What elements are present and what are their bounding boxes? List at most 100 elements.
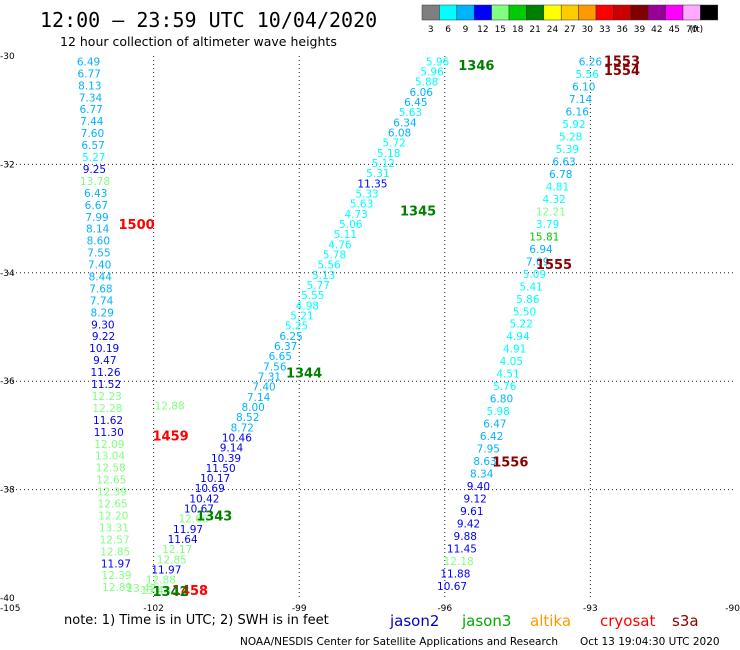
wave-height-value: 9.88 [454, 531, 477, 543]
wave-height-value: 13.31 [99, 522, 129, 534]
wave-height-value: 5.92 [562, 119, 585, 131]
wave-height-value: 5.77 [307, 280, 330, 292]
pass-time-label: 1345 [400, 204, 436, 219]
footer-timestamp: Oct 13 19:04:30 UTC 2020 [580, 636, 720, 648]
wave-height-value: 7.14 [569, 94, 593, 106]
wave-height-value: 12.88 [146, 575, 176, 587]
wave-height-value: 5.06 [339, 219, 363, 231]
wave-height-value: 5.72 [382, 138, 405, 150]
wave-height-value: 5.18 [377, 148, 400, 160]
satellite-jason2: jason2 [389, 612, 439, 630]
wave-height-value: 4.76 [328, 239, 352, 251]
wave-height-value: 10.19 [89, 343, 119, 355]
pass-time-label: 1459 [152, 429, 188, 444]
wave-height-value: 11.52 [91, 379, 121, 391]
wave-height-value: 6.67 [85, 200, 108, 212]
scale-label: 42 [651, 25, 662, 35]
wave-height-value: 8.52 [236, 412, 259, 424]
wave-height-value: 6.37 [274, 341, 297, 353]
wave-height-value: 12.85 [157, 554, 187, 566]
x-tick-label: -102 [143, 604, 163, 614]
footer-credit: NOAA/NESDIS Center for Satellite Applica… [240, 636, 558, 648]
wave-height-value: 4.94 [506, 331, 530, 343]
wave-height-value: 10.42 [189, 493, 219, 505]
scale-swatch [456, 4, 475, 21]
wave-height-value: 6.10 [572, 81, 595, 93]
wave-height-value: 5.25 [285, 321, 308, 333]
wave-height-value: 9.47 [93, 355, 116, 367]
wave-height-value: 7.34 [79, 92, 103, 104]
wave-height-value: 12.39 [97, 487, 127, 499]
wave-height-value: 5.21 [290, 310, 313, 322]
wave-height-value: 8.72 [231, 422, 254, 434]
wave-height-value: 4.91 [503, 344, 526, 356]
wave-height-value: 12.85 [100, 546, 130, 558]
wave-height-value: 7.40 [88, 260, 111, 272]
wave-height-value: 10.46 [222, 432, 252, 444]
wave-height-value: 8.63 [473, 456, 496, 468]
wave-height-value: 5.31 [366, 168, 389, 180]
wave-height-value: 7.56 [263, 361, 287, 373]
wave-height-value: 5.12 [372, 158, 395, 170]
x-tick-label: -105 [0, 604, 20, 614]
wave-height-value: 7.68 [89, 283, 112, 295]
wave-height-value: 5.39 [556, 144, 579, 156]
pass-time-label: 1342 [152, 585, 188, 600]
x-tick-label: -96 [437, 604, 452, 614]
wave-height-value: 10.69 [195, 483, 225, 495]
wave-height-value: 6.65 [269, 351, 292, 363]
wave-height-value: 6.34 [393, 117, 417, 129]
wave-height-value: 5.98 [486, 406, 509, 418]
wave-height-value: 6.08 [388, 128, 411, 140]
pass-time-label: 1500 [119, 218, 155, 233]
scale-label: 21 [529, 25, 540, 35]
wave-height-value: 9.30 [91, 319, 114, 331]
wave-height-value: 10.17 [200, 473, 230, 485]
wave-height-value: 8.44 [89, 271, 113, 283]
wave-height-value: 12.39 [102, 570, 132, 582]
wave-height-value: 5.63 [350, 199, 373, 211]
scale-label: 9 [463, 25, 469, 35]
scale-label: 70 [686, 25, 698, 35]
scale-swatch [700, 4, 719, 21]
wave-height-value: 6.94 [529, 244, 553, 256]
wave-height-value: 5.96 [426, 56, 450, 68]
wave-height-value: 5.11 [334, 229, 357, 241]
wave-height-value: 4.32 [542, 194, 565, 206]
pass-time-label: 1344 [286, 367, 322, 382]
wave-height-value: 9.42 [457, 519, 480, 531]
wave-height-value: 6.77 [78, 68, 101, 80]
scale-swatch [630, 4, 649, 21]
color-scale-legend: 3 6 9 12 15 18 21 24 27 30 33 36 39 42 45 70(ft) [421, 4, 719, 35]
wave-height-value: 6.80 [490, 394, 513, 406]
scale-label: 33 [599, 25, 610, 35]
wave-height-value: 6.77 [79, 104, 102, 116]
wave-height-value: 6.06 [410, 87, 434, 99]
wave-height-value: 5.86 [516, 294, 540, 306]
wave-height-tracks: 6.496.778.137.346.777.447.606.575.279.25… [77, 56, 603, 596]
wave-height-value: 7.44 [80, 116, 104, 128]
wave-height-value: 9.25 [83, 164, 106, 176]
scale-label: 18 [512, 25, 524, 35]
pass-time-label: 1458 [172, 584, 208, 599]
satellite-jason3: jason3 [461, 612, 511, 630]
wave-height-value: 12.28 [92, 403, 122, 415]
wave-height-value: 5.41 [519, 281, 542, 293]
page-subtitle: 12 hour collection of altimeter wave hei… [60, 34, 337, 49]
wave-height-value: 5.56 [317, 260, 341, 272]
scale-label: 24 [547, 25, 559, 35]
wave-height-value: 12.66 [178, 514, 208, 526]
scale-swatch [578, 4, 597, 21]
y-tick-label: -40 [0, 594, 15, 604]
wave-height-value: 11.26 [90, 367, 120, 379]
wave-height-value: 6.57 [81, 140, 104, 152]
wave-height-value: 4.81 [546, 181, 569, 193]
wave-height-value: 12.58 [96, 463, 126, 475]
satellite-altika: altika [530, 612, 571, 630]
scale-label: 27 [564, 25, 575, 35]
wave-height-value: 8.34 [470, 469, 494, 481]
wave-height-value: 6.47 [483, 419, 506, 431]
wave-height-value: 5.56 [575, 69, 599, 81]
wave-height-value: 4.51 [496, 369, 519, 381]
